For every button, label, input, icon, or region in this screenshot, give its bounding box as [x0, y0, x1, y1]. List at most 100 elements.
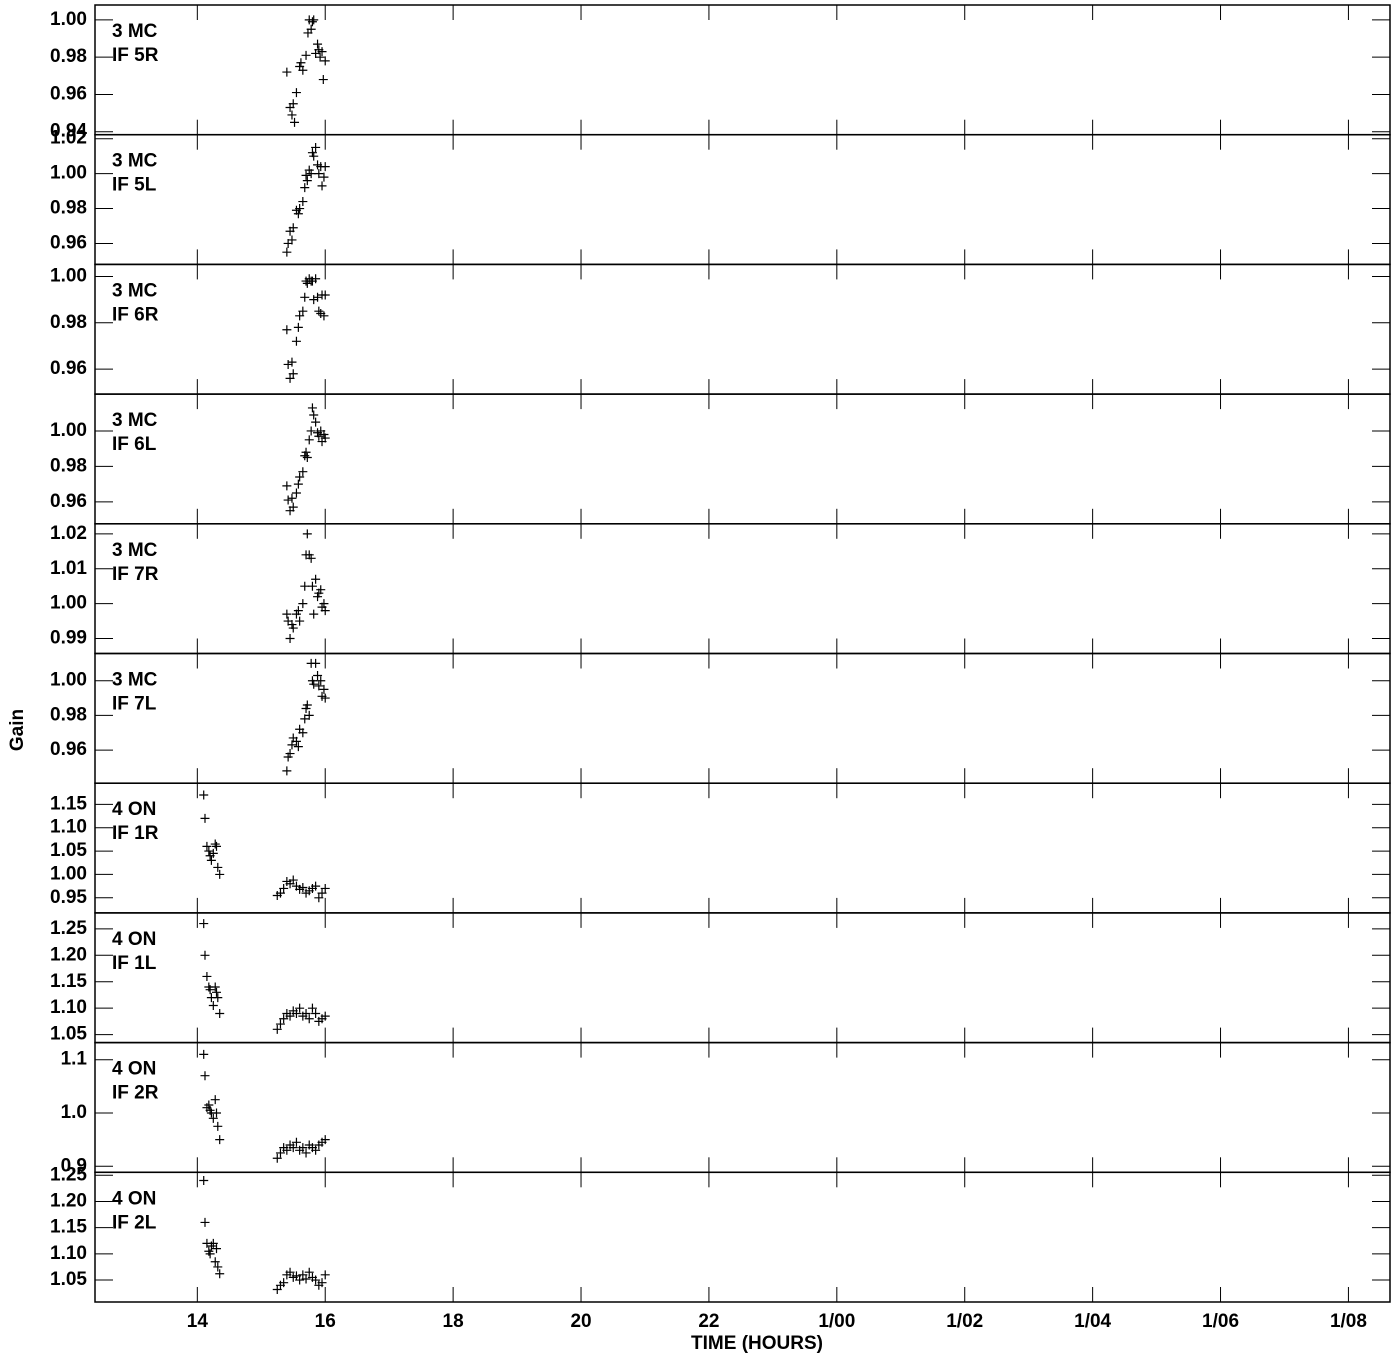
data-point: [285, 749, 295, 759]
data-point: [291, 1008, 301, 1018]
data-point: [298, 728, 308, 738]
y-tick-label: 1.10: [50, 997, 87, 1018]
data-point: [208, 1113, 218, 1123]
x-axis-label: TIME (HOURS): [691, 1333, 823, 1354]
data-point: [320, 56, 330, 66]
data-point: [320, 162, 330, 172]
data-point: [306, 426, 316, 436]
data-point: [210, 839, 220, 849]
x-tick-label: 1/04: [1074, 1311, 1111, 1332]
data-point: [311, 881, 321, 891]
data-point: [288, 99, 298, 109]
data-point: [200, 1071, 210, 1081]
data-point: [311, 274, 321, 284]
y-tick-label: 1.02: [50, 523, 87, 544]
data-point: [295, 1275, 305, 1285]
data-point: [208, 848, 218, 858]
data-point: [275, 1148, 285, 1158]
panel-label: 3 MC: [112, 540, 158, 561]
data-point: [283, 495, 293, 505]
panel-label: 4 ON: [112, 1059, 156, 1080]
panel-label: 3 MC: [112, 280, 158, 301]
data-point: [311, 142, 321, 152]
data-point: [282, 1145, 292, 1155]
data-point: [200, 813, 210, 823]
data-point: [319, 311, 329, 321]
data-point: [282, 325, 292, 335]
data-point: [314, 431, 324, 441]
data-point: [319, 172, 329, 182]
data-point: [200, 950, 210, 960]
data-point: [302, 453, 312, 463]
y-axis-label: Gain: [7, 709, 28, 751]
y-tick-label: 0.95: [50, 887, 87, 908]
panel-frame: [94, 1171, 1391, 1303]
data-point: [285, 1011, 295, 1021]
panel-label: IF 7R: [112, 564, 159, 585]
x-tick-label: 1/08: [1330, 1311, 1367, 1332]
data-point: [309, 15, 319, 25]
data-point: [300, 292, 310, 302]
data-point: [314, 306, 324, 316]
y-tick-label: 0.96: [50, 739, 87, 760]
panel-label: 3 MC: [112, 670, 158, 691]
data-point: [282, 247, 292, 257]
data-point: [204, 1100, 214, 1110]
data-point: [307, 581, 317, 591]
panel-label: 4 ON: [112, 929, 156, 950]
x-tick-label: 16: [315, 1311, 336, 1332]
data-point: [210, 1257, 220, 1267]
data-point: [302, 700, 312, 710]
data-point: [302, 529, 312, 539]
data-point: [298, 65, 308, 75]
y-tick-label: 0.98: [50, 46, 87, 67]
data-point: [212, 1108, 222, 1118]
data-point: [320, 1135, 330, 1145]
data-point: [301, 447, 311, 457]
data-point: [279, 1278, 289, 1288]
data-point: [320, 1270, 330, 1280]
data-point: [306, 24, 316, 34]
data-point: [275, 1019, 285, 1029]
data-point: [282, 609, 292, 619]
data-point: [287, 357, 297, 367]
data-point: [309, 609, 319, 619]
data-point: [200, 1217, 210, 1227]
data-point: [313, 671, 323, 681]
panel-label: 3 MC: [112, 410, 158, 431]
data-point: [206, 855, 216, 865]
data-point: [298, 1143, 308, 1153]
y-tick-label: 1.00: [50, 670, 87, 691]
data-point: [307, 1003, 317, 1013]
data-point: [293, 606, 303, 616]
data-point: [298, 197, 308, 207]
data-point: [288, 623, 298, 633]
data-point: [315, 52, 325, 62]
data-point: [288, 1143, 298, 1153]
panel-label: IF 6R: [112, 304, 159, 325]
data-point: [316, 676, 326, 686]
data-point: [316, 585, 326, 595]
data-point: [317, 47, 327, 57]
data-point: [285, 1267, 295, 1277]
y-tick-label: 1.05: [50, 1024, 87, 1045]
y-tick-label: 1.25: [50, 1164, 87, 1185]
data-point: [311, 1008, 321, 1018]
panel-frame: [94, 782, 1391, 914]
data-point: [314, 681, 324, 691]
data-point: [320, 883, 330, 893]
data-point: [215, 1269, 225, 1279]
panel-label: 3 MC: [112, 21, 158, 42]
data-point: [304, 1014, 314, 1024]
data-point: [318, 75, 328, 85]
data-point: [302, 278, 312, 288]
panel-label: IF 5L: [112, 175, 157, 196]
data-point: [212, 841, 222, 851]
data-point: [293, 742, 303, 752]
data-point: [295, 1003, 305, 1013]
y-tick-label: 1.25: [50, 918, 87, 939]
data-point: [275, 888, 285, 898]
y-tick-label: 1.10: [50, 1243, 87, 1264]
data-point: [319, 684, 329, 694]
